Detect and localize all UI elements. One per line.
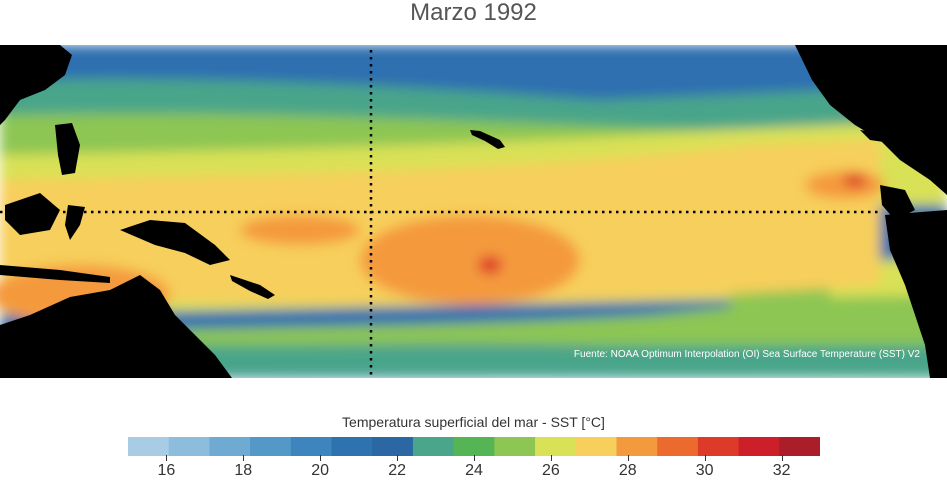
- colorbar-swatch: [616, 437, 658, 456]
- colorbar-tick-label: 28: [618, 462, 637, 479]
- solomon-islands: [230, 275, 275, 299]
- map-title: Marzo 1992: [410, 0, 537, 26]
- colorbar-swatch: [697, 437, 740, 456]
- australia-land: [0, 275, 232, 378]
- colorbar-tick: [474, 455, 475, 461]
- land-masses: [0, 45, 947, 378]
- colorbar-tick: [397, 455, 399, 461]
- colorbar-swatch: [128, 437, 170, 456]
- colorbar-tick: [781, 455, 783, 461]
- colorbar-tick-label: 24: [465, 462, 483, 479]
- colorbar-swatch: [331, 437, 373, 456]
- warm-pool-central: [360, 215, 580, 305]
- colorbar-tick: [704, 455, 706, 461]
- philippines-land: [55, 123, 80, 175]
- colorbar-tick: [627, 455, 629, 461]
- north-america-land: [795, 45, 947, 195]
- sst-map: [0, 45, 947, 378]
- colorbar-label: Temperatura superficial del mar - SST [°…: [342, 414, 605, 430]
- sulawesi-land: [65, 205, 85, 240]
- indonesia-islands: [0, 265, 110, 283]
- colorbar-swatch: [453, 437, 495, 456]
- colorbar-tick: [320, 455, 322, 461]
- colorbar-ticks: 16 18 20 22 24 26 28 30 32: [128, 455, 820, 480]
- colorbar-tick: [166, 455, 168, 461]
- colorbar-swatch: [168, 437, 210, 456]
- hot-spot-central: [478, 256, 502, 274]
- south-america-land: [885, 210, 947, 378]
- central-america-land: [880, 185, 915, 220]
- colorbar-swatch: [738, 437, 780, 456]
- new-guinea-land: [120, 220, 230, 265]
- hawaii-islands: [470, 130, 505, 149]
- colorbar-swatch: [657, 437, 699, 456]
- borneo-land: [5, 193, 60, 235]
- cuba-land: [860, 130, 930, 147]
- source-note: Fuente: NOAA Optimum Interpolation (OI) …: [573, 349, 920, 360]
- colorbar-tick: [243, 455, 245, 461]
- warm-patch-west: [240, 215, 360, 245]
- colorbar-tick: [550, 455, 552, 461]
- asia-land: [0, 45, 72, 125]
- colorbar-swatch: [779, 437, 820, 456]
- colorbar-swatch: [250, 437, 292, 456]
- colorbar-tick-label: 22: [388, 462, 406, 479]
- colorbar-tick-label: 16: [157, 462, 176, 479]
- warm-patch-central-america: [805, 171, 885, 199]
- colorbar-swatch: [535, 437, 577, 456]
- colorbar-swatch: [575, 437, 617, 456]
- colorbar-swatch: [372, 437, 414, 456]
- colorbar-tick-label: 20: [311, 462, 330, 479]
- colorbar-swatch: [494, 437, 536, 456]
- colorbar-tick-label: 32: [772, 462, 791, 479]
- colorbar-swatch: [209, 437, 251, 456]
- band-mid-south: [0, 285, 947, 345]
- colorbar-tick-label: 18: [234, 462, 253, 479]
- band-warmer-north: [0, 140, 880, 215]
- colorbar-swatch: [412, 437, 455, 456]
- colorbar-tick-label: 26: [541, 462, 560, 479]
- colorbar-tick-label: 30: [695, 462, 714, 479]
- colorbar-swatch: [290, 437, 333, 456]
- hot-spot-east: [843, 173, 867, 187]
- colorbar: [128, 437, 820, 456]
- band-cool-south: [0, 325, 947, 378]
